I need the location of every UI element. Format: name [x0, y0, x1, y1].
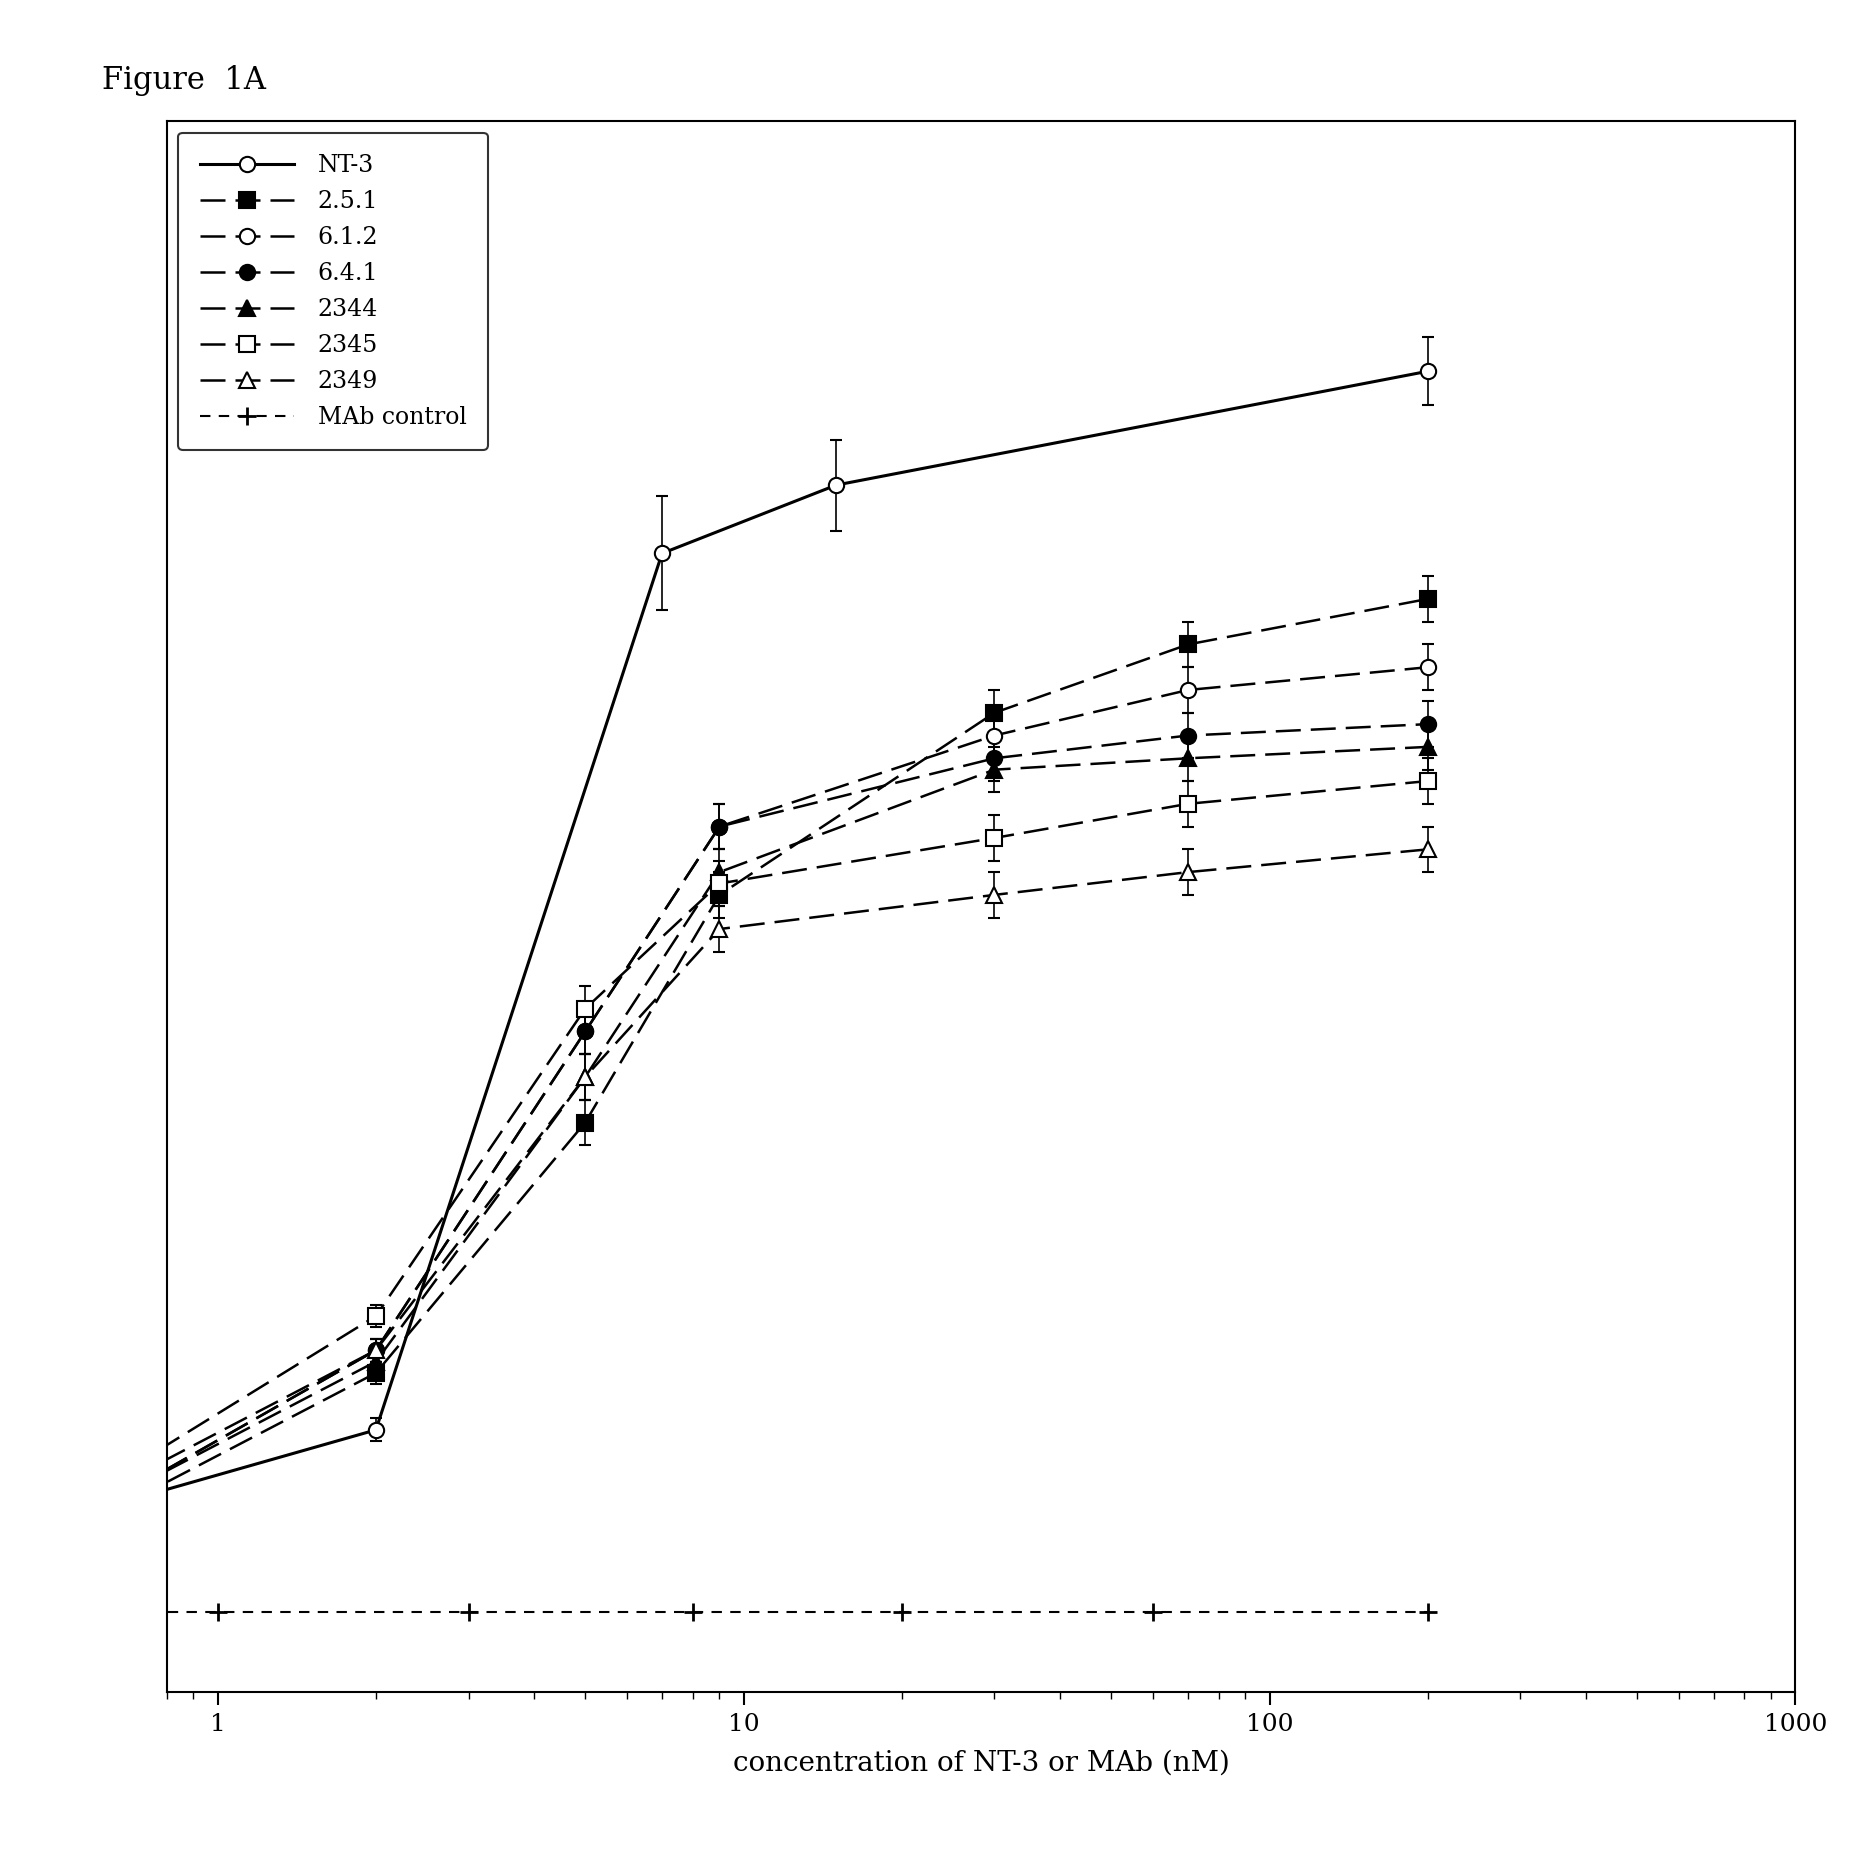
X-axis label: concentration of NT-3 or MAb (nM): concentration of NT-3 or MAb (nM) [733, 1749, 1229, 1777]
MAb control [207, 1601, 230, 1623]
MAb control [1416, 1601, 1438, 1623]
MAb control [681, 1601, 703, 1623]
MAb control [457, 1601, 479, 1623]
MAb control [0, 1601, 19, 1623]
Text: Figure  1A: Figure 1A [102, 65, 267, 97]
Legend: NT-3, 2.5.1, 6.1.2, 6.4.1, 2344, 2345, 2349, MAb control: NT-3, 2.5.1, 6.1.2, 6.4.1, 2344, 2345, 2… [178, 132, 489, 450]
Line: MAb control: MAb control [0, 1602, 1436, 1621]
MAb control [890, 1601, 913, 1623]
MAb control [1142, 1601, 1164, 1623]
